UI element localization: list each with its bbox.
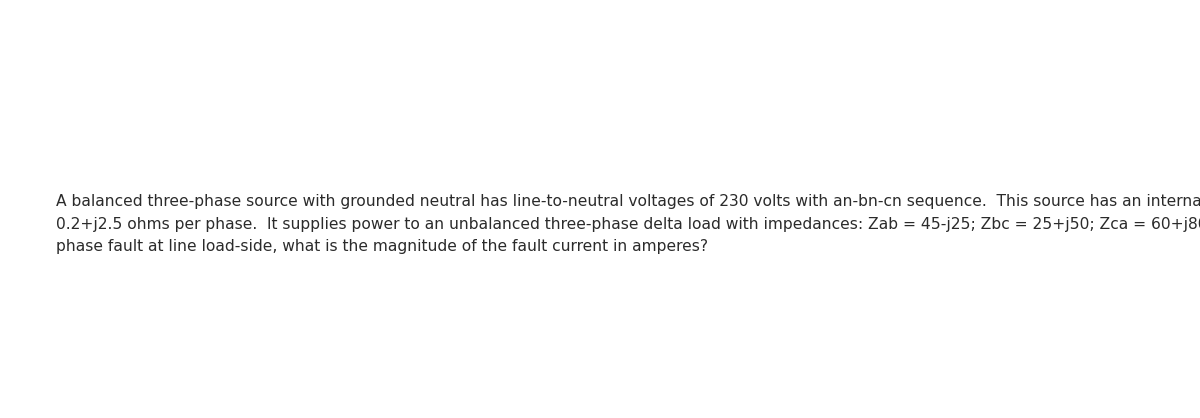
Text: A balanced three-phase source with grounded neutral has line-to-neutral voltages: A balanced three-phase source with groun… [56,194,1200,254]
